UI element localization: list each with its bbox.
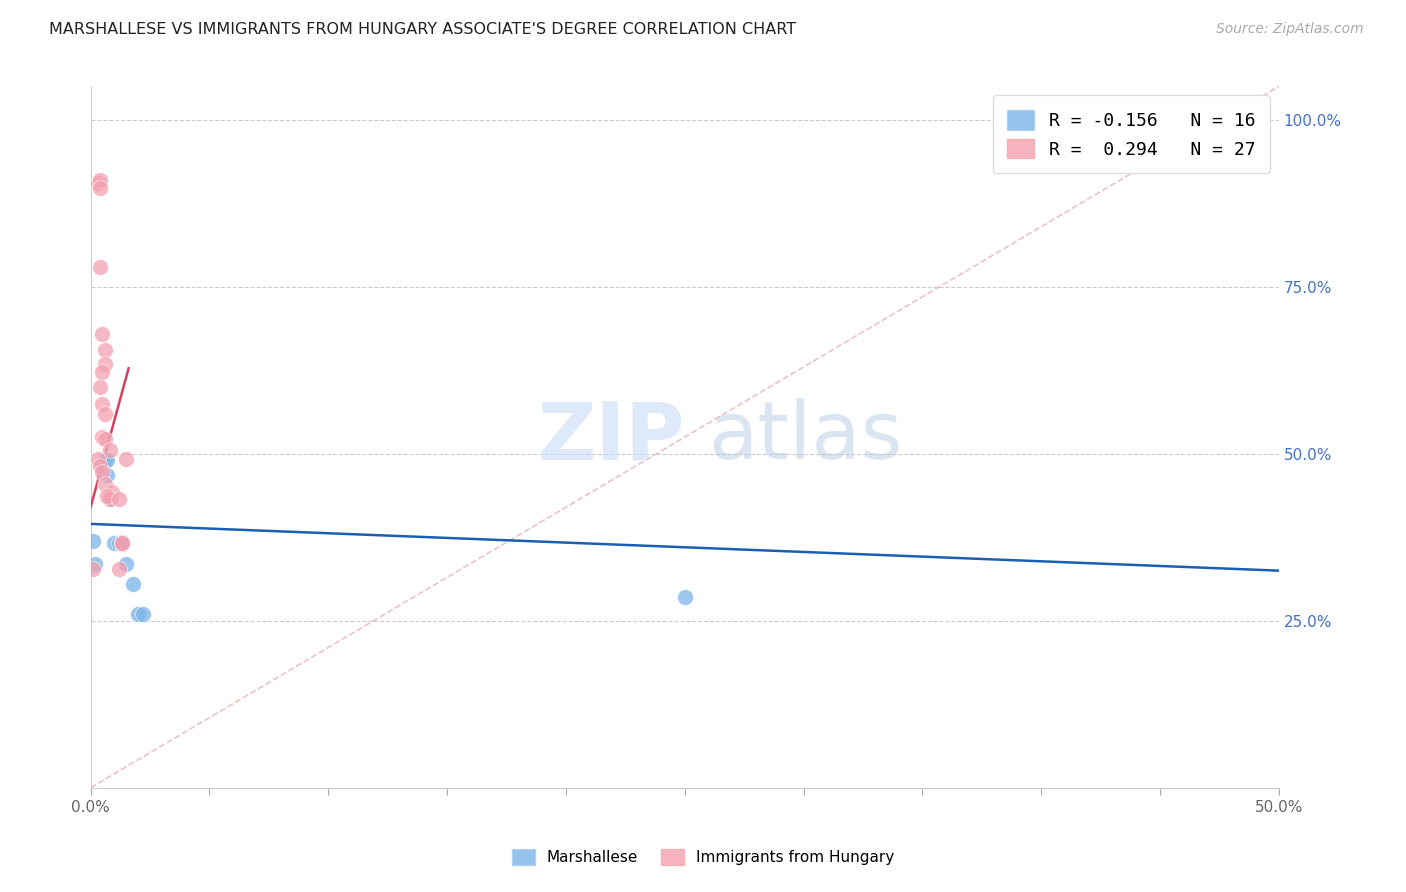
Point <box>110 535 132 549</box>
Point <box>87 176 110 190</box>
Point <box>94 432 117 446</box>
Point <box>110 535 132 549</box>
Point <box>110 537 132 551</box>
Point <box>98 443 121 458</box>
Point <box>89 260 111 274</box>
Point <box>91 466 114 480</box>
Point <box>91 365 114 379</box>
Point <box>98 492 121 507</box>
Legend: Marshallese, Immigrants from Hungary: Marshallese, Immigrants from Hungary <box>506 843 900 871</box>
Point <box>103 535 125 549</box>
Point <box>89 181 111 195</box>
Point <box>127 607 149 621</box>
Text: MARSHALLESE VS IMMIGRANTS FROM HUNGARY ASSOCIATE'S DEGREE CORRELATION CHART: MARSHALLESE VS IMMIGRANTS FROM HUNGARY A… <box>49 22 796 37</box>
Point <box>87 452 110 467</box>
Point <box>89 173 111 187</box>
Point <box>132 607 155 621</box>
Point <box>673 591 696 605</box>
Point <box>94 476 117 491</box>
Point <box>82 562 104 576</box>
Point <box>101 484 124 499</box>
Point <box>91 397 114 411</box>
Point <box>94 453 117 467</box>
Text: Source: ZipAtlas.com: Source: ZipAtlas.com <box>1216 22 1364 37</box>
Point <box>91 326 114 341</box>
Point <box>89 380 111 394</box>
Point <box>96 468 118 483</box>
Legend: R = -0.156   N = 16, R =  0.294   N = 27: R = -0.156 N = 16, R = 0.294 N = 27 <box>993 95 1270 173</box>
Point <box>110 535 132 549</box>
Point <box>94 357 117 371</box>
Text: ZIP: ZIP <box>537 398 685 476</box>
Point <box>94 343 117 358</box>
Point <box>91 430 114 444</box>
Point <box>108 562 131 576</box>
Point <box>122 577 145 591</box>
Point <box>108 535 131 549</box>
Point <box>108 492 131 507</box>
Point <box>115 452 138 467</box>
Point <box>91 457 114 471</box>
Point <box>115 557 138 571</box>
Point <box>98 491 121 506</box>
Point <box>84 557 107 571</box>
Text: atlas: atlas <box>709 398 903 476</box>
Point <box>89 458 111 473</box>
Point <box>96 453 118 467</box>
Point <box>82 533 104 548</box>
Point <box>96 489 118 503</box>
Point <box>94 407 117 421</box>
